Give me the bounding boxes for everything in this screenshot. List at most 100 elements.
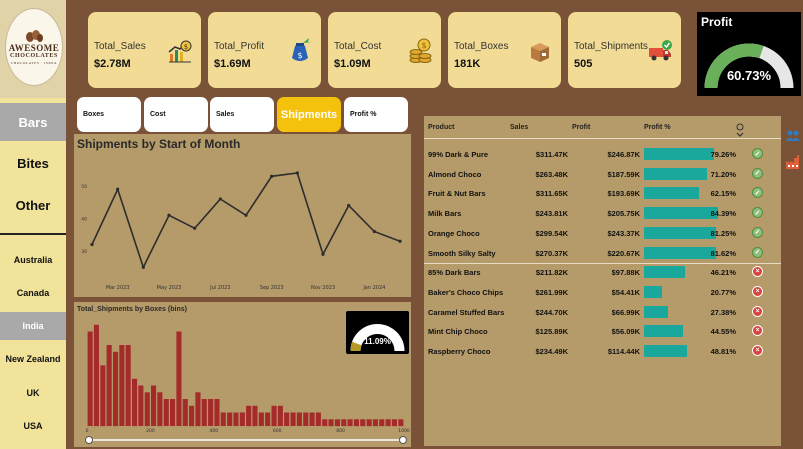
histogram-bar — [220, 412, 226, 426]
svg-text:$: $ — [421, 41, 426, 50]
histogram-bar — [347, 419, 353, 427]
brand-name-line1: AWESOME — [8, 43, 60, 53]
cross-icon: × — [752, 345, 763, 356]
tab-profit-pct[interactable]: Profit % — [344, 97, 408, 132]
profit-value: $187.59K — [607, 169, 640, 179]
histogram-bar — [271, 405, 277, 427]
line-point — [244, 213, 248, 217]
category-bites-button[interactable]: Bites — [17, 155, 49, 171]
table-row[interactable]: Almond Choco $263.48K $187.59K 71.20% ✓ — [424, 164, 781, 184]
product-name: 99% Dark & Pure — [428, 150, 489, 159]
product-table: Product Sales Profit Profit % 99% Dark &… — [424, 116, 781, 446]
tab-cost[interactable]: Cost — [144, 97, 208, 132]
table-row[interactable]: Fruit & Nut Bars $311.65K $193.69K 62.15% ✓ — [424, 183, 781, 203]
filter-sort-icon[interactable] — [735, 123, 745, 137]
table-row[interactable]: Orange Choco $299.54K $243.37K 81.25% ✓ — [424, 223, 781, 243]
histogram-bar — [214, 399, 220, 426]
factory-icon[interactable] — [785, 154, 801, 170]
profit-pct-bar — [644, 226, 716, 239]
histogram-bar — [182, 399, 188, 426]
tab-sales[interactable]: Sales — [210, 97, 274, 132]
brand-logo: AWESOME CHOCOLATES CHOCOLATES · INDIA — [5, 8, 63, 86]
kpi-value: $1.69M — [214, 58, 251, 70]
table-row[interactable]: 85% Dark Bars $211.82K $97.88K 46.21% × — [424, 262, 781, 282]
histogram-bar — [233, 412, 239, 426]
cross-icon: × — [752, 285, 763, 297]
histogram-bar — [315, 412, 321, 426]
col-header-profit-pct[interactable]: Profit % — [644, 124, 671, 131]
histogram-bar — [208, 399, 214, 426]
mini-gauge-fill — [350, 341, 362, 352]
box-icon — [531, 43, 549, 62]
col-header-profit[interactable]: Profit — [572, 124, 591, 131]
country-uk-button[interactable]: UK — [26, 388, 40, 398]
product-name: Almond Choco — [428, 169, 482, 179]
product-name: Caramel Stuffed Bars — [428, 307, 505, 317]
x-tick-label: Mar 2023 — [106, 285, 130, 291]
histogram-bar — [144, 392, 150, 427]
kpi-value: $1.09M — [334, 58, 371, 70]
line-chart-title: Shipments by Start of Month — [77, 137, 241, 151]
row-divider — [424, 262, 781, 264]
range-slider-start-handle[interactable] — [85, 436, 93, 444]
sales-value: $211.82K — [535, 268, 568, 278]
table-row[interactable]: Milk Bars $243.81K $205.75K 84.39% ✓ — [424, 203, 781, 223]
table-row[interactable]: Raspberry Choco $234.49K $114.44K 48.81% × — [424, 341, 781, 361]
histogram-bar — [372, 419, 378, 427]
country-australia-button[interactable]: Australia — [13, 255, 53, 265]
table-row[interactable]: Mint Chip Choco $125.89K $56.09K 44.55% × — [424, 321, 781, 341]
histogram-bar — [163, 399, 169, 426]
check-icon: ✓ — [752, 246, 763, 258]
profit-pct-bar — [644, 167, 707, 180]
chart-money-icon: $ — [168, 40, 192, 63]
header-rule — [424, 138, 781, 139]
col-header-sales[interactable]: Sales — [510, 124, 529, 131]
histogram-bar — [353, 419, 359, 427]
x-tick-label: Sep 2023 — [260, 285, 284, 291]
kpi-value: $2.78M — [94, 58, 131, 70]
tab-boxes[interactable]: Boxes — [77, 97, 141, 132]
profit-gauge-fill — [704, 43, 764, 89]
x-tick-label: 800 — [336, 428, 345, 434]
sales-value: $244.70K — [535, 307, 568, 317]
x-tick-label: 1000 — [398, 428, 410, 434]
table-row[interactable]: Smooth Silky Salty $270.37K $220.67K 81.62%… — [424, 243, 781, 263]
range-slider-end-handle[interactable] — [399, 436, 407, 444]
country-usa-button[interactable]: USA — [23, 421, 43, 431]
line-point — [116, 187, 120, 191]
profit-value: $114.44K — [607, 347, 640, 356]
profit-pct-value: 84.39% — [710, 209, 736, 219]
category-bars-button[interactable]: Bars — [0, 103, 66, 141]
shipments-line — [91, 172, 401, 270]
histogram-bar — [113, 351, 119, 427]
svg-text:$: $ — [184, 43, 188, 51]
tab-shipments[interactable]: Shipments — [277, 97, 341, 132]
line-point — [167, 213, 171, 217]
sales-value: $234.49K — [535, 347, 568, 356]
product-name: Fruit & Nut Bars — [428, 189, 486, 199]
table-row[interactable]: Caramel Stuffed Bars $244.70K $66.99K 27.38… — [424, 302, 781, 322]
y-tick-label: 30 — [81, 249, 87, 255]
profit-value: $205.75K — [607, 209, 640, 219]
country-canada-button[interactable]: Canada — [16, 288, 50, 298]
category-other-button[interactable]: Other — [15, 197, 51, 213]
profit-pct-value: 79.26% — [710, 150, 736, 159]
country-new-zealand-button[interactable]: New Zealand — [5, 354, 61, 364]
product-name: Mint Chip Choco — [428, 327, 488, 337]
col-header-product[interactable]: Product — [428, 124, 455, 131]
x-tick-label: 0 — [86, 428, 89, 434]
svg-text:$: $ — [297, 51, 302, 60]
table-row[interactable]: 99% Dark & Pure $311.47K $246.87K 79.26% ✓ — [424, 144, 781, 164]
profit-value: $54.41K — [611, 287, 640, 297]
people-icon[interactable] — [785, 128, 801, 144]
histogram-bar — [379, 419, 385, 427]
histogram-bar — [125, 345, 131, 426]
histogram-bar — [189, 405, 195, 427]
histogram-bar — [360, 419, 366, 427]
country-india-button[interactable]: India — [0, 312, 66, 340]
histogram-bar — [398, 419, 404, 427]
histogram-bar — [258, 412, 264, 426]
kpi-card-total-profit: Total_Profit $1.69M $ — [208, 12, 321, 88]
table-row[interactable]: Baker's Choco Chips $261.99K $54.41K 20.77%… — [424, 282, 781, 302]
shipments-line-chart: Mar 2023 May 2023 Jul 2023 Sep 2023 Nov 2023… — [81, 171, 402, 291]
